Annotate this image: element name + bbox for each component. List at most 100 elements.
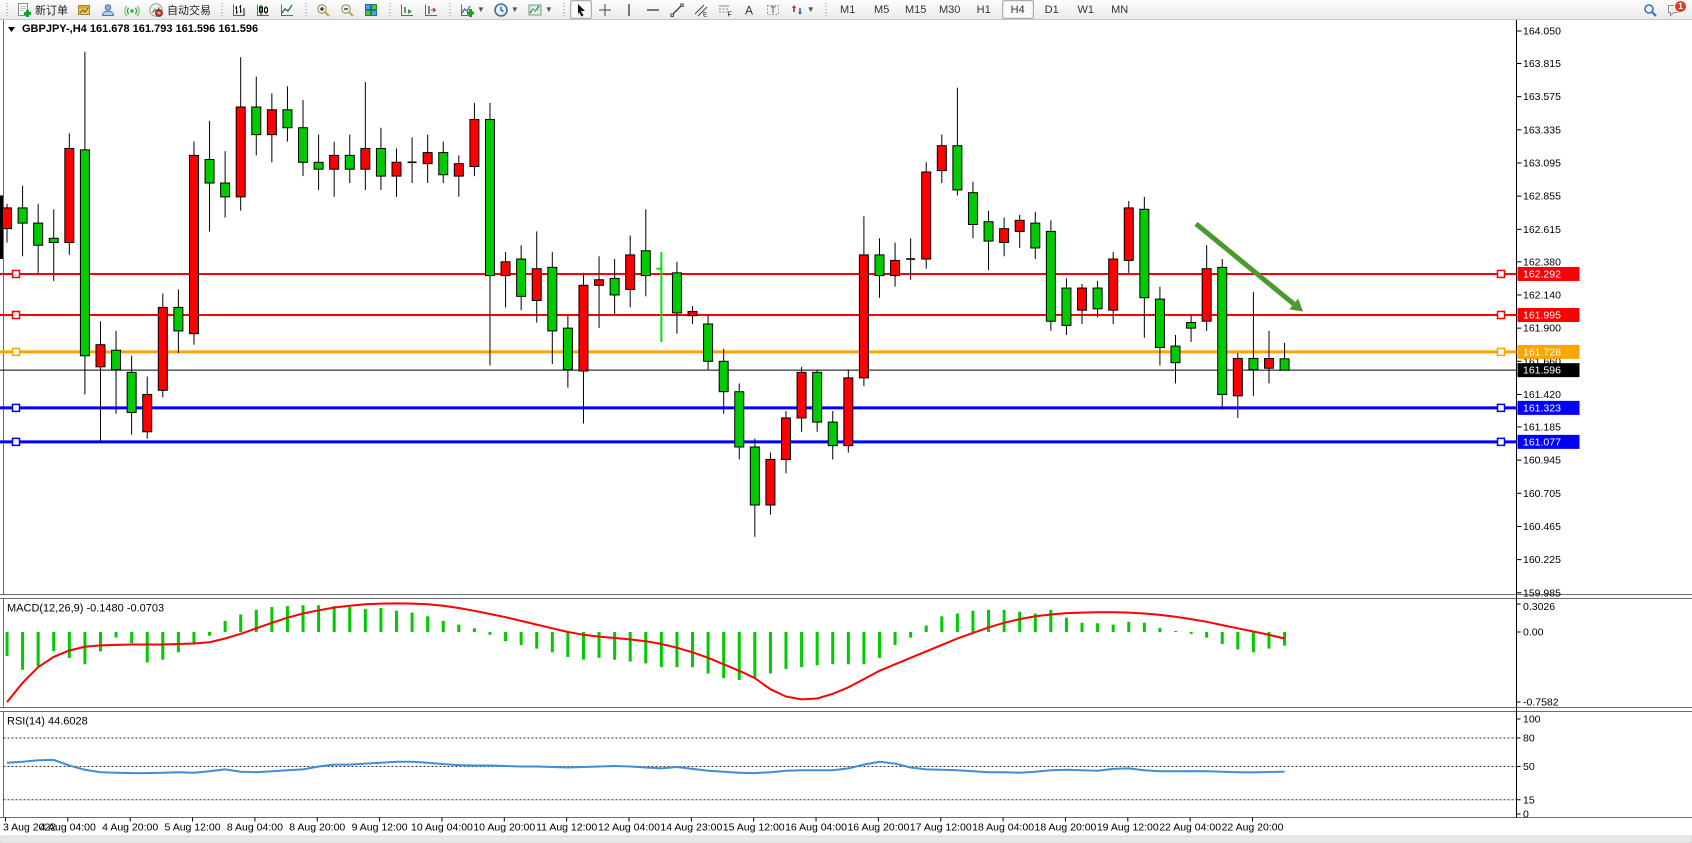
timeframe-h1-button[interactable]: H1: [976, 3, 991, 16]
chart-window-icon: [78, 4, 90, 15]
cursor-button[interactable]: [569, 0, 592, 19]
hline-handle[interactable]: [11, 437, 21, 447]
trend-arrow-annotation[interactable]: [1194, 221, 1303, 312]
bar-chart-icon: [233, 4, 245, 16]
rsi-label: RSI(14) 44.6028: [7, 716, 88, 728]
chat-button[interactable]: 1: [1663, 0, 1687, 19]
arrows-button[interactable]: ▼: [786, 0, 818, 19]
toolbar: 新订单 自动交易 ▼ ▼ ▼ E F A T ▼ M1 M5 M15 M30 H1 H4 D1 W1 MN 1: [0, 0, 1692, 20]
svg-text:161.323: 161.323: [1523, 402, 1561, 414]
svg-text:E: E: [703, 11, 708, 18]
tile-windows-icon: [365, 3, 377, 16]
macd-panel: [5, 602, 1287, 703]
zoom-out-button[interactable]: [336, 0, 358, 19]
toolbar-grip: [5, 3, 9, 16]
bar-chart-button[interactable]: [228, 0, 250, 19]
timeframe-m5-button[interactable]: M5: [874, 3, 890, 16]
profiles-button[interactable]: [97, 0, 119, 19]
search-button[interactable]: [1639, 0, 1661, 19]
svg-text:0: 0: [1523, 809, 1529, 821]
timeframe-m1-button[interactable]: M1: [840, 3, 856, 16]
svg-text:8 Aug 20:00: 8 Aug 20:00: [289, 822, 345, 834]
horizontal-line-button[interactable]: [642, 0, 664, 19]
svg-text:163.575: 163.575: [1523, 91, 1561, 103]
rsi-line: [6, 758, 1285, 775]
timeframe-m30-button[interactable]: M30: [938, 3, 961, 16]
trendline-button[interactable]: [666, 0, 688, 19]
svg-text:162.140: 162.140: [1523, 289, 1561, 301]
hline-handle[interactable]: [11, 310, 21, 320]
search-icon: [1644, 3, 1657, 17]
chart-canvas[interactable]: 164.050 163.815 163.575 163.335 163.095 162.8…: [0, 19, 1692, 843]
templates-button[interactable]: ▼: [524, 0, 556, 19]
hline-handle[interactable]: [1496, 347, 1506, 357]
timeframe-w1-button[interactable]: W1: [1077, 3, 1094, 16]
price-axis: 164.050 163.815 163.575 163.335 163.095 162.8…: [1516, 26, 1561, 599]
symbol-ohlc-label: GBPJPY-,H4 161.678 161.793 161.596 161.5…: [22, 23, 258, 35]
svg-text:80: 80: [1523, 733, 1535, 745]
svg-text:18 Aug 20:00: 18 Aug 20:00: [1034, 822, 1096, 834]
hline-handle[interactable]: [1496, 269, 1506, 279]
hline-handle[interactable]: [11, 403, 21, 413]
equidistant-channel-button[interactable]: E: [690, 0, 712, 19]
macd-label: MACD(12,26,9) -0.1480 -0.0703: [7, 603, 164, 615]
text-label-button[interactable]: T: [762, 0, 784, 19]
svg-text:17 Aug 12:00: 17 Aug 12:00: [910, 822, 972, 834]
horizontal-lines[interactable]: [0, 269, 1517, 447]
hline-handle[interactable]: [1496, 403, 1506, 413]
price-tag-161.323: [1517, 400, 1580, 415]
candlestick-chart-button[interactable]: [252, 0, 274, 19]
svg-text:100: 100: [1523, 714, 1541, 726]
svg-text:161.728: 161.728: [1523, 346, 1561, 358]
timeframe-mn-button[interactable]: MN: [1111, 3, 1129, 16]
macd-signal-line: [6, 602, 1285, 703]
new-chart-button[interactable]: [73, 0, 95, 19]
hline-handle[interactable]: [11, 347, 21, 357]
svg-text:F: F: [727, 11, 731, 18]
svg-text:9 Aug 12:00: 9 Aug 12:00: [352, 822, 408, 834]
chart-shift-button[interactable]: [420, 0, 442, 19]
svg-text:4 Aug 20:00: 4 Aug 20:00: [102, 822, 158, 834]
svg-text:164.050: 164.050: [1523, 26, 1561, 38]
svg-text:19 Aug 12:00: 19 Aug 12:00: [1097, 822, 1159, 834]
templates-icon: [528, 4, 542, 15]
signals-button[interactable]: [121, 0, 143, 19]
hline-handle[interactable]: [1496, 437, 1506, 447]
autotrade-icon: [149, 2, 163, 17]
hline-handle[interactable]: [1496, 310, 1506, 320]
price-tag-161.728: [1517, 344, 1580, 359]
chart-titles: GBPJPY-,H4 161.678 161.793 161.596 161.5…: [7, 23, 258, 728]
indicators-button[interactable]: ▼: [456, 0, 488, 19]
tile-windows-button[interactable]: [360, 0, 382, 19]
cursor-icon: [577, 3, 585, 16]
svg-text:11 Aug 12:00: 11 Aug 12:00: [536, 822, 597, 834]
text-button[interactable]: A: [738, 0, 760, 19]
toolbar-left: 新订单 自动交易 ▼ ▼ ▼ E F A T ▼ M1 M5 M15 M30 H1 H4 D1 W1 MN: [0, 0, 1137, 19]
line-chart-icon: [281, 4, 293, 16]
autotrade-button[interactable]: 自动交易: [145, 0, 214, 19]
svg-text:162.380: 162.380: [1523, 256, 1561, 268]
price-tag-161.077: [1517, 434, 1580, 449]
zoom-in-button[interactable]: [312, 0, 334, 19]
crosshair-button[interactable]: [594, 0, 616, 19]
svg-text:0.00: 0.00: [1523, 627, 1544, 639]
one-click-trading-arrow[interactable]: [8, 27, 15, 32]
rsi-axis: 100 80 50 15 0: [3, 714, 1541, 821]
auto-scroll-button[interactable]: [396, 0, 418, 19]
new-order-button[interactable]: 新订单: [13, 0, 71, 19]
svg-text:159.985: 159.985: [1523, 587, 1561, 599]
new-order-icon: [18, 2, 31, 17]
timeframe-m15-button[interactable]: M15: [904, 3, 927, 16]
vertical-line-button[interactable]: [618, 0, 640, 19]
timeframe-d1-button[interactable]: D1: [1044, 3, 1059, 16]
line-chart-button[interactable]: [276, 0, 298, 19]
fibonacci-button[interactable]: F: [714, 0, 736, 19]
hline-handle[interactable]: [11, 269, 21, 279]
svg-text:4 Aug 04:00: 4 Aug 04:00: [40, 822, 96, 834]
svg-text:162.855: 162.855: [1523, 191, 1561, 203]
toolbar-grip: [304, 3, 308, 16]
periods-button[interactable]: ▼: [490, 0, 522, 19]
chart-shift-icon: [425, 4, 437, 16]
signal-icon: [124, 5, 140, 16]
timeframe-h4-button[interactable]: H4: [1001, 0, 1034, 19]
